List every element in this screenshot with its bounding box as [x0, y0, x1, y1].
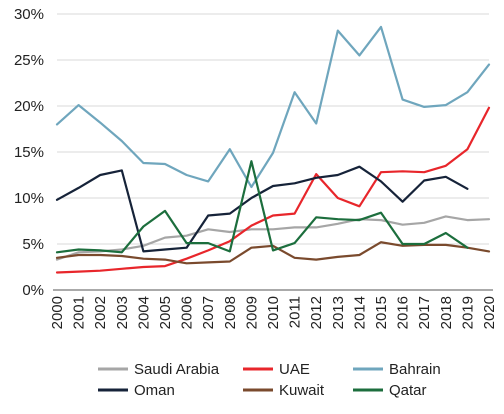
- x-tick-label: 2001: [71, 296, 88, 329]
- series-line-uae: [55, 106, 491, 274]
- legend-item-uae: UAE: [243, 361, 310, 378]
- x-tick-label: 2016: [395, 296, 412, 329]
- legend-item-kuwait: Kuwait: [243, 382, 325, 399]
- x-tick-label: 2002: [92, 296, 109, 329]
- legend-label: UAE: [279, 361, 310, 378]
- legend-label: Oman: [134, 382, 175, 399]
- legend: Saudi Arabia UAE Bahrain Oman Kuwait Qatar: [98, 361, 441, 399]
- x-tick-label: 2011: [287, 296, 304, 328]
- y-tick-label: 15%: [14, 144, 44, 161]
- y-tick-label: 0%: [22, 282, 44, 299]
- x-tick-label: 2020: [481, 296, 498, 329]
- legend-label: Kuwait: [279, 382, 325, 399]
- x-tick-label: 2000: [49, 296, 66, 329]
- series-line-saudi-arabia: [55, 215, 491, 261]
- x-tick-label: 2019: [459, 296, 476, 329]
- legend-item-qatar: Qatar: [353, 382, 427, 399]
- x-tick-label: 2008: [222, 296, 239, 329]
- y-tick-label: 30%: [14, 6, 44, 23]
- x-tick-label: 2003: [114, 296, 131, 329]
- series-line-qatar: [55, 160, 469, 254]
- series-lines: [55, 25, 491, 274]
- x-tick-label: 2018: [438, 296, 455, 329]
- x-tick-label: 2005: [157, 296, 174, 329]
- x-tick-label: 2014: [351, 296, 368, 329]
- legend-item-saudi-arabia: Saudi Arabia: [98, 361, 220, 378]
- x-tick-label: 2015: [373, 296, 390, 329]
- y-tick-label: 10%: [14, 190, 44, 207]
- series-line-oman: [55, 165, 469, 253]
- series-line-bahrain: [55, 25, 491, 189]
- legend-label: Qatar: [389, 382, 427, 399]
- y-tick-label: 5%: [22, 236, 44, 253]
- y-axis-ticks: 0% 5% 10% 15% 20% 25% 30%: [14, 6, 44, 299]
- legend-label: Bahrain: [389, 361, 441, 378]
- y-tick-label: 20%: [14, 98, 44, 115]
- x-tick-label: 2006: [179, 296, 196, 329]
- y-tick-label: 25%: [14, 52, 44, 69]
- legend-item-oman: Oman: [98, 382, 175, 399]
- x-tick-label: 2004: [135, 296, 152, 329]
- legend-item-bahrain: Bahrain: [353, 361, 441, 378]
- x-tick-label: 2013: [330, 296, 347, 329]
- x-tick-label: 2007: [200, 296, 217, 329]
- legend-label: Saudi Arabia: [134, 361, 220, 378]
- x-axis-ticks: 2000 2001 2002 2003 2004 2005 2006 2007 2008 2009…: [49, 296, 498, 329]
- x-tick-label: 2012: [308, 296, 325, 329]
- x-tick-label: 2017: [416, 296, 433, 329]
- x-tick-label: 2010: [265, 296, 282, 329]
- x-tick-label: 2009: [243, 296, 260, 329]
